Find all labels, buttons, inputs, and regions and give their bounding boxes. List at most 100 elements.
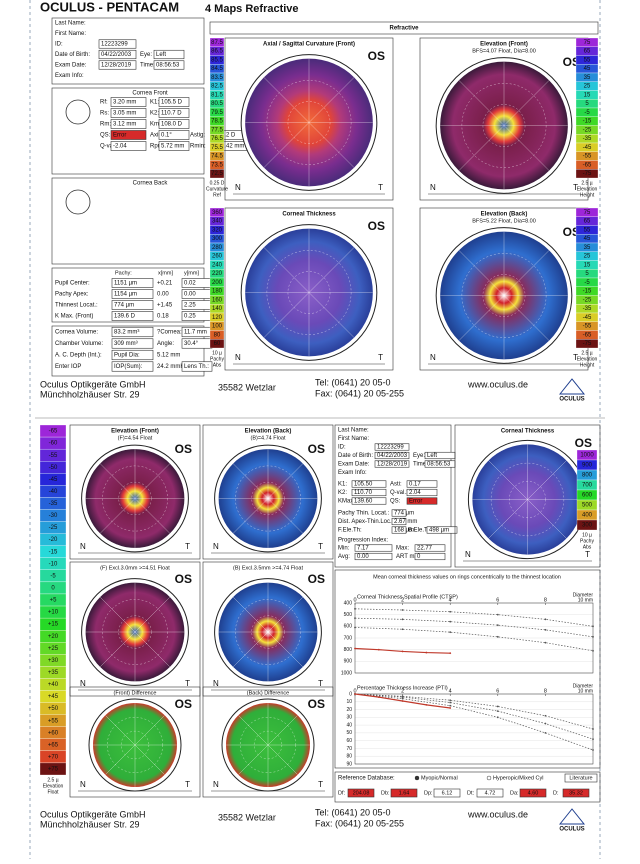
literature-button: [564, 773, 598, 783]
field-label: Enter IOP: [55, 364, 81, 370]
series-point: [449, 652, 452, 655]
patient-box: [51, 17, 205, 85]
section-title: Cornea Back: [133, 181, 169, 187]
section-title: Refractive: [389, 26, 419, 32]
eye-label: OS: [563, 55, 580, 69]
scale-label: +65: [48, 742, 59, 748]
y-tick-label: 1000: [341, 670, 352, 676]
value-box: [391, 517, 407, 526]
column-header: y[mm]: [184, 270, 199, 276]
value-box: [111, 278, 154, 288]
scale-swatch: [575, 339, 599, 349]
x-tick-label: 4: [449, 688, 452, 694]
scale-label: 60: [214, 341, 221, 347]
scale-caption: 2.5 µ: [581, 180, 592, 186]
series-point: [354, 617, 356, 620]
plot-frame: [354, 602, 594, 674]
scale-label: +10: [48, 610, 59, 616]
y-tick-label: 700: [344, 635, 353, 641]
x-tick-label: 2: [401, 688, 404, 694]
map-grid: [266, 80, 352, 165]
eye-label: OS: [175, 697, 192, 711]
series-point: [401, 696, 404, 699]
scale-label: 120: [212, 315, 223, 321]
scale-label: 500: [582, 503, 593, 509]
value: 04/22/2003: [101, 52, 132, 58]
value: Pupil Dia:: [114, 353, 140, 359]
scale-swatch: [209, 169, 225, 179]
field-label: Astig:: [190, 133, 205, 139]
value-box: [351, 480, 387, 488]
map-title: Corneal Thickness: [282, 212, 336, 218]
scale-label: +70: [48, 754, 59, 760]
value-box: [111, 311, 154, 321]
value: 5.2 D: [221, 133, 236, 139]
series-point: [401, 700, 404, 702]
map-axis: [263, 77, 355, 168]
map-grid: [287, 271, 331, 314]
field-label: Km:: [150, 122, 161, 128]
scale-label: +45: [48, 694, 59, 700]
scale-label: 5: [585, 101, 589, 107]
scale-label: 83.5: [211, 75, 223, 81]
scale-label: 82.5: [211, 84, 223, 90]
series-point: [544, 722, 547, 725]
field-label: First Name:: [338, 436, 369, 442]
map-grid: [287, 101, 331, 144]
value: Lens Th.:: [184, 364, 209, 370]
scale-label: 45: [584, 236, 591, 242]
value-box: [98, 39, 137, 49]
x-axis-unit: 10 mm: [578, 597, 593, 603]
value: 168 µm: [394, 528, 414, 534]
plot-frame: [354, 693, 594, 765]
series-point: [401, 628, 404, 631]
map-panel: [69, 424, 201, 560]
value: 0: [417, 554, 421, 560]
value: 3.05 mm: [113, 111, 136, 117]
map-grid: [235, 465, 301, 532]
map-subtitle: (Front) Difference: [114, 690, 157, 696]
map-panel: [69, 561, 201, 697]
map-subtitle: BFS=5.22 Float, Dia=8.00: [472, 218, 536, 224]
value-box: [391, 509, 407, 517]
nasal-label: N: [213, 780, 219, 789]
scale-label: 73.5: [211, 162, 223, 168]
scale-label: 600: [582, 493, 593, 499]
scale-label: 15: [584, 262, 591, 268]
web: www.oculus.de: [467, 809, 528, 819]
value-box: [351, 488, 387, 497]
y-tick-label: 800: [344, 647, 353, 653]
field-label: K2:: [338, 490, 347, 496]
value-box: [111, 289, 154, 299]
reference-option: Hyperopic/Mixed Cyl: [493, 775, 543, 781]
temporal-label: T: [185, 679, 190, 688]
field-label: Rf:: [100, 100, 108, 106]
value: 108.0 D: [161, 122, 183, 128]
map-title: Elevation (Back): [481, 212, 528, 218]
value-box: [158, 130, 190, 140]
scale-label: 340: [212, 219, 223, 225]
y-tick-label: 900: [344, 659, 353, 665]
scale-caption: Elevation: [577, 356, 598, 362]
scale-label: -15: [583, 119, 592, 125]
radio: [486, 775, 492, 781]
series-point: [544, 628, 547, 631]
value: 0.25: [184, 314, 196, 320]
x-tick-label: 8: [544, 597, 547, 603]
value: Error: [409, 499, 422, 505]
map-subtitle: (F)=4.54 Float: [118, 435, 153, 441]
scale-label: +50: [48, 706, 59, 712]
scale-label: -25: [49, 525, 58, 531]
scale-label: 300: [582, 523, 593, 529]
eye-label: OS: [308, 442, 325, 456]
value-box: [110, 130, 147, 140]
value: 2.67 mm: [394, 519, 417, 525]
scale-caption: Abs: [583, 544, 592, 550]
x-axis-label: Diameter: [573, 592, 594, 598]
scale-label: -45: [49, 477, 58, 483]
x-tick-label: 4: [449, 597, 452, 603]
x-tick-label: 6: [496, 597, 499, 603]
scale-label: -10: [49, 561, 58, 567]
map-title: Elevation (Front): [480, 42, 528, 48]
tel: Tel: (0641) 20 05-0: [315, 807, 391, 817]
